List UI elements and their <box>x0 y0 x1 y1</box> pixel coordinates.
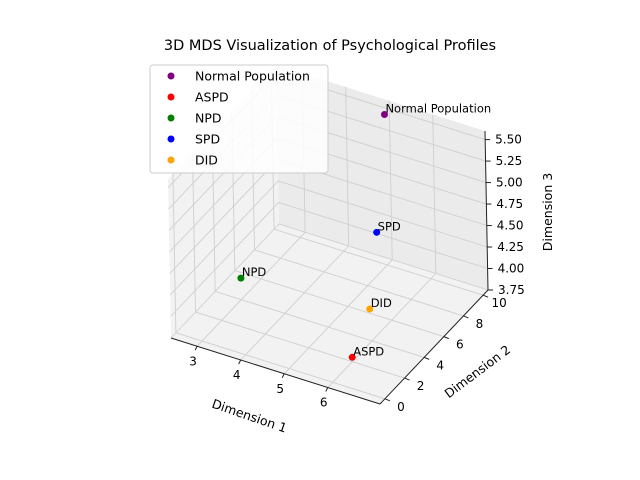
x-tick-label: 3 <box>189 354 197 368</box>
legend-label: SPD <box>195 132 220 147</box>
legend-label: NPD <box>195 111 222 126</box>
grid-line-z <box>169 180 488 296</box>
x-tick-mark <box>238 359 242 365</box>
legend-label: DID <box>195 153 218 168</box>
z-tick-label: 5.50 <box>495 133 522 147</box>
y-tick-label: 10 <box>491 296 506 310</box>
y-tick-label: 4 <box>436 358 444 372</box>
x-tick-label: 6 <box>320 396 328 410</box>
y-tick-mark <box>384 398 391 402</box>
x-tick-mark <box>325 387 329 392</box>
grid-line-z <box>170 201 488 317</box>
z-tick-label: 4.75 <box>496 197 523 211</box>
y-tick-mark <box>463 315 469 319</box>
z-tick-label: 4.25 <box>497 240 524 254</box>
data-point <box>380 111 388 119</box>
y-tick-label: 8 <box>476 317 484 331</box>
point-label: NPD <box>242 265 267 279</box>
y-tick-label: 0 <box>397 400 405 414</box>
grid-line-z <box>170 223 489 339</box>
point-label: ASPD <box>353 344 384 358</box>
z-tick-label: 3.75 <box>498 283 525 297</box>
x-tick-label: 5 <box>276 382 284 396</box>
point-label: DID <box>371 296 392 310</box>
z-tick-label: 4.50 <box>497 219 524 233</box>
z-tick-label: 4.00 <box>498 262 525 276</box>
y-tick-mark <box>482 294 489 298</box>
data-point <box>373 228 381 236</box>
legend: Normal Population ASPD NPD SPD DID <box>149 64 329 174</box>
y-tick-mark <box>404 377 410 381</box>
z-axis-label: Dimension 3 <box>540 173 555 251</box>
floor-pane <box>171 224 488 404</box>
y-tick-mark <box>443 336 450 340</box>
x-tick-label: 4 <box>233 368 241 382</box>
legend-marker <box>167 72 175 80</box>
data-point <box>366 305 374 313</box>
point-label: Normal Population <box>385 102 491 116</box>
legend-marker <box>167 156 175 164</box>
legend-marker <box>167 135 175 143</box>
data-point <box>237 274 245 282</box>
x-tick-mark <box>281 373 285 378</box>
x-tick-mark <box>194 346 198 351</box>
y-tick-mark <box>423 356 430 360</box>
axis-lines <box>170 130 489 405</box>
chart-title: 3D MDS Visualization of Psychological Pr… <box>164 38 496 54</box>
z-tick-label: 5.25 <box>496 154 523 168</box>
point-label: SPD <box>378 219 401 233</box>
x-axis-line <box>170 337 381 405</box>
x-axis-label: Dimension 1 <box>210 396 289 436</box>
y-tick-label: 2 <box>417 379 425 393</box>
legend-marker <box>167 114 175 122</box>
legend-marker <box>167 93 175 101</box>
y-tick-label: 6 <box>456 338 464 352</box>
y-axis-label: Dimension 2 <box>441 342 513 401</box>
legend-box <box>149 64 329 174</box>
legend-label: Normal Population <box>195 69 310 84</box>
z-axis-line <box>484 130 489 291</box>
data-points: Normal Population ASPD NPD SPD DID <box>237 102 491 361</box>
z-tick-label: 5.00 <box>496 176 523 190</box>
legend-label: ASPD <box>195 90 229 105</box>
data-point <box>348 353 356 361</box>
y-axis-line <box>379 289 489 405</box>
